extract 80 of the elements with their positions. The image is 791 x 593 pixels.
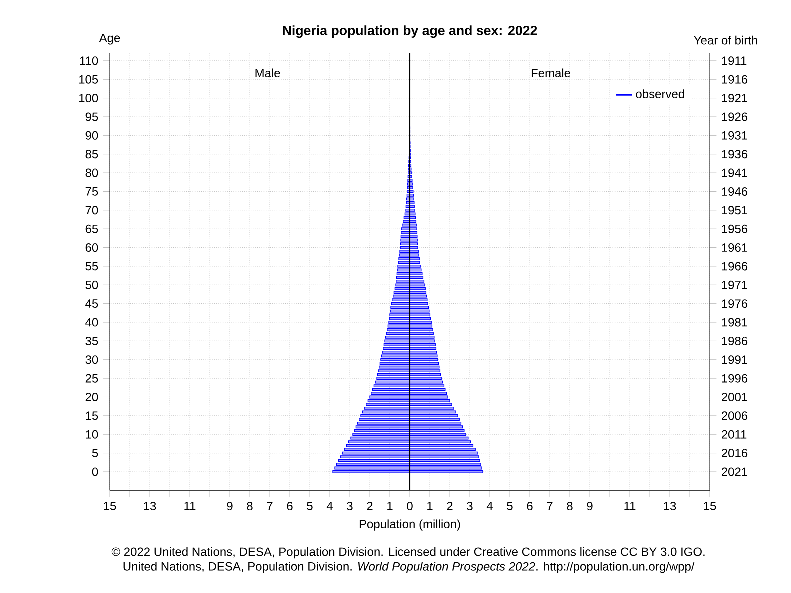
y-tick-label: 55 (86, 262, 98, 271)
x-tick-label: 4 (326, 502, 333, 510)
y-tick-label: 25 (86, 374, 98, 383)
y-tick-label: 35 (86, 336, 98, 346)
y2-tick-label: 1916 (722, 75, 748, 84)
y-tick-label: 40 (86, 318, 98, 327)
x-tick-label: 9 (587, 502, 593, 511)
y-tick-label: 45 (86, 300, 98, 308)
y2-tick-label: 2016 (722, 449, 748, 458)
y2-tick-label: 2006 (722, 412, 748, 420)
y-tick-label: 85 (86, 150, 98, 159)
y2-tick-label: 1931 (722, 131, 748, 140)
y-tick-label: 30 (86, 356, 98, 364)
y2-tick-label: 1996 (722, 374, 748, 383)
y-tick-label: 100 (80, 94, 98, 103)
y2-tick-label: 1911 (722, 56, 747, 66)
x-tick-label: 15 (104, 502, 116, 510)
y-tick-label: 50 (86, 280, 98, 290)
y2-tick-label: 2021 (722, 468, 748, 476)
x-tick-label: 6 (287, 502, 293, 511)
y2-tick-label: 1966 (722, 262, 748, 271)
x-tick-label: 7 (547, 502, 553, 510)
y2-tick-label: 2001 (722, 393, 748, 402)
y-axis-title: Age (99, 34, 120, 45)
x-tick-label: 2 (367, 502, 373, 510)
x-tick-label: 0 (407, 502, 413, 511)
x-tick-label: 2 (447, 502, 453, 510)
y-tick-label: 5 (92, 449, 98, 458)
x-tick-label: 13 (144, 502, 156, 511)
y2-tick-label: 1951 (722, 206, 748, 215)
y-tick-label: 60 (86, 244, 98, 252)
y-tick-label: 95 (86, 112, 98, 122)
y2-tick-label: 1956 (722, 224, 748, 234)
y2-tick-label: 1981 (722, 318, 748, 327)
chart-title: Nigeria population by age and sex: 2022 (283, 26, 538, 38)
legend-label: observed (636, 90, 684, 98)
y-tick-label: 10 (86, 430, 98, 439)
x-tick-label: 7 (267, 502, 273, 510)
y2-tick-label: 1936 (722, 150, 748, 159)
y-tick-label: 20 (86, 392, 98, 402)
y-tick-label: 0 (92, 468, 98, 476)
y2-tick-label: 1941 (722, 168, 748, 178)
annotation: Male (256, 68, 280, 78)
x-tick-label: 13 (664, 502, 676, 511)
x-tick-label: 8 (567, 502, 573, 511)
y2-tick-label: 1926 (722, 112, 748, 122)
y2-tick-label: 1991 (722, 356, 748, 364)
y-tick-label: 65 (86, 224, 98, 234)
y2-tick-label: 1921 (722, 94, 748, 103)
x-axis-title: Population (million) (360, 520, 460, 531)
x-tick-label: 8 (247, 502, 253, 511)
y2-tick-label: 1971 (722, 280, 748, 290)
text: © 2022 United Nations, DESA, Population Division. Licensed under Creative Commons license CC BY 3.0 IGO. (112, 547, 705, 559)
y-tick-label: 70 (86, 206, 98, 215)
y-tick-label: 110 (80, 56, 98, 66)
y-tick-label: 15 (86, 412, 98, 420)
x-tick-label: 6 (527, 502, 533, 511)
y-tick-label: 75 (86, 188, 98, 196)
x-tick-label: 15 (704, 502, 716, 510)
y2-tick-label: 1986 (722, 336, 748, 346)
y2-tick-label: 2011 (722, 430, 747, 439)
y-tick-label: 105 (80, 75, 98, 84)
x-tick-label: 11 (624, 502, 636, 510)
text: United Nations, DESA, Population Division. World Population Prospects 2022. http://population.un.org/wpp/ (124, 562, 695, 574)
x-tick-label: 3 (467, 502, 473, 511)
x-tick-label: 11 (184, 502, 196, 510)
x-tick-label: 9 (227, 502, 233, 511)
x-tick-label: 4 (486, 502, 493, 510)
x-tick-label: 1 (428, 502, 433, 510)
annotation: Female (532, 68, 570, 78)
y2-axis-title: Year of birth (694, 36, 758, 45)
y2-tick-label: 1946 (722, 187, 748, 196)
y2-tick-label: 1976 (722, 300, 748, 308)
y2-tick-label: 1961 (722, 244, 748, 252)
y-tick-label: 90 (86, 131, 98, 140)
x-tick-label: 3 (347, 502, 353, 511)
y-tick-label: 80 (86, 168, 98, 178)
x-tick-label: 5 (507, 502, 513, 510)
x-tick-label: 1 (388, 502, 393, 510)
x-tick-label: 5 (307, 502, 313, 510)
